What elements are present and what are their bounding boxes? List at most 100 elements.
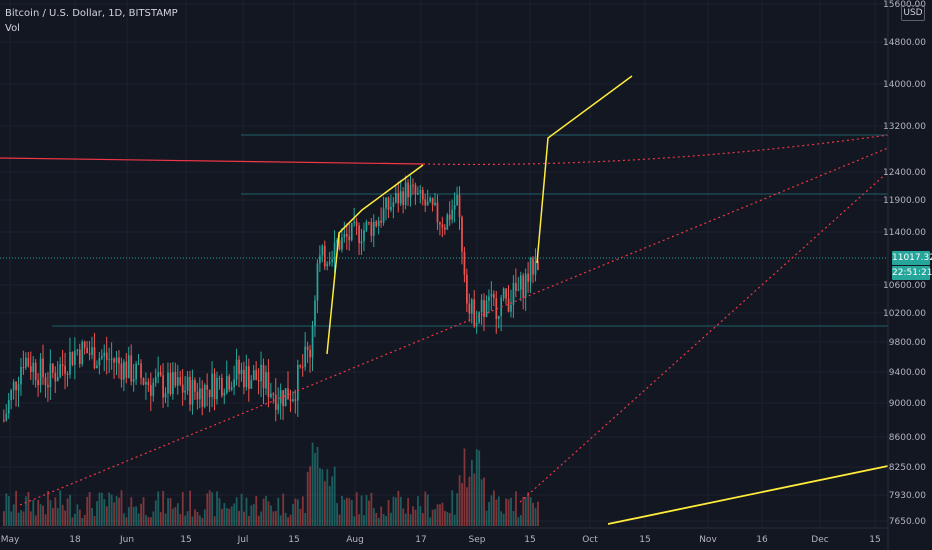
volume-bar [142, 497, 145, 526]
volume-bar [365, 495, 368, 526]
red-dotted-trendline [519, 171, 889, 503]
volume-bar [167, 498, 169, 526]
candle-body [167, 372, 169, 394]
red-dotted-curve [422, 134, 889, 166]
candle-body [470, 299, 473, 314]
volume-bar [74, 513, 76, 526]
candle-body [532, 258, 534, 275]
candle-body [98, 358, 101, 366]
volume-bar [519, 515, 522, 526]
volume-bar [105, 506, 108, 526]
candle-body [15, 381, 17, 391]
candle-body [5, 413, 8, 421]
candle-body [265, 372, 267, 389]
candle-body [25, 357, 27, 368]
candle-body [164, 393, 167, 398]
volume-bar [409, 514, 412, 526]
volume-bar [39, 504, 42, 526]
candle-body [17, 384, 20, 391]
candle-body [61, 364, 64, 366]
volume-bar [225, 508, 228, 526]
candle-body [448, 214, 451, 220]
candle-body [453, 205, 456, 210]
candle-body [3, 420, 5, 421]
candle-body [199, 388, 201, 400]
trend-drawings [0, 75, 889, 525]
candle-body [118, 357, 120, 364]
candle-body [360, 241, 363, 244]
candle-body [213, 373, 216, 400]
candle-body [392, 202, 395, 208]
volume-bar [316, 446, 319, 526]
volume-bar [96, 501, 98, 526]
volume-bar [497, 496, 500, 526]
volume-bar [196, 511, 199, 526]
candle-body [331, 259, 333, 262]
price-tick-label: 9800.00 [889, 338, 926, 348]
candle-body [20, 367, 22, 385]
candle-body [71, 351, 74, 365]
price-tick-label: 8600.00 [889, 433, 926, 443]
price-tick-label: 9000.00 [889, 399, 926, 409]
candle-body [346, 234, 348, 237]
volume-bar [419, 506, 422, 526]
candle-body [350, 222, 353, 241]
candle-body [216, 378, 218, 400]
volume-bar [282, 493, 285, 526]
price-tick-label: 9400.00 [889, 368, 926, 378]
volume-bar [510, 497, 512, 526]
volume-bar [284, 512, 287, 526]
volume-bar [279, 515, 282, 526]
candle-body [463, 251, 466, 275]
candle-body [108, 359, 111, 361]
volume-bar [390, 512, 392, 526]
horizontal-levels [0, 134, 888, 327]
candle-body [69, 351, 71, 375]
candle-body [174, 372, 177, 386]
volume-bar [421, 513, 424, 526]
candle-body [480, 299, 483, 313]
candle-body [515, 282, 517, 291]
volume-bar [61, 504, 64, 526]
volume-bar [488, 501, 490, 526]
price-tick-label: 14800.00 [883, 38, 926, 48]
volume-bar [233, 503, 236, 526]
volume-bar [235, 497, 238, 526]
candle-body [257, 380, 260, 382]
candle-body [196, 391, 199, 400]
volume-bar [12, 504, 15, 526]
candle-body [22, 367, 25, 369]
candle-body [348, 236, 351, 241]
candle-body [407, 182, 409, 198]
volume-bar [211, 492, 214, 526]
candle-body [370, 222, 373, 236]
volume-bar [537, 501, 539, 526]
volume-bar [174, 507, 177, 526]
volume-bar [78, 509, 81, 526]
candle-body [387, 197, 390, 210]
volume-bar [230, 506, 233, 526]
volume-bar [257, 515, 260, 526]
candle-body [522, 275, 525, 298]
candle-body [115, 357, 118, 363]
currency-badge[interactable]: USD [901, 5, 925, 21]
candle-body [206, 384, 209, 390]
volume-bar [250, 505, 253, 526]
price-tick-label: 12400.00 [883, 168, 926, 178]
candle-body [355, 221, 358, 226]
volume-bar [331, 476, 334, 526]
candle-body [385, 197, 387, 209]
time-tick-label: 17 [415, 535, 426, 545]
time-tick-label: 16 [756, 535, 768, 545]
candle-body [7, 400, 10, 414]
volume-bar [370, 492, 373, 526]
volume-bar [83, 514, 86, 526]
candle-body [186, 376, 189, 391]
volume-bar [49, 500, 52, 526]
candle-body [267, 372, 270, 398]
volume-bar [473, 473, 476, 526]
time-axis[interactable]: May 18 Jun 15 Jul 15 Aug 17 Sep 15 Oct 15 Nov 16 Dec 15 [0, 527, 888, 545]
volume-bar [429, 517, 432, 526]
candle-body [365, 221, 368, 231]
